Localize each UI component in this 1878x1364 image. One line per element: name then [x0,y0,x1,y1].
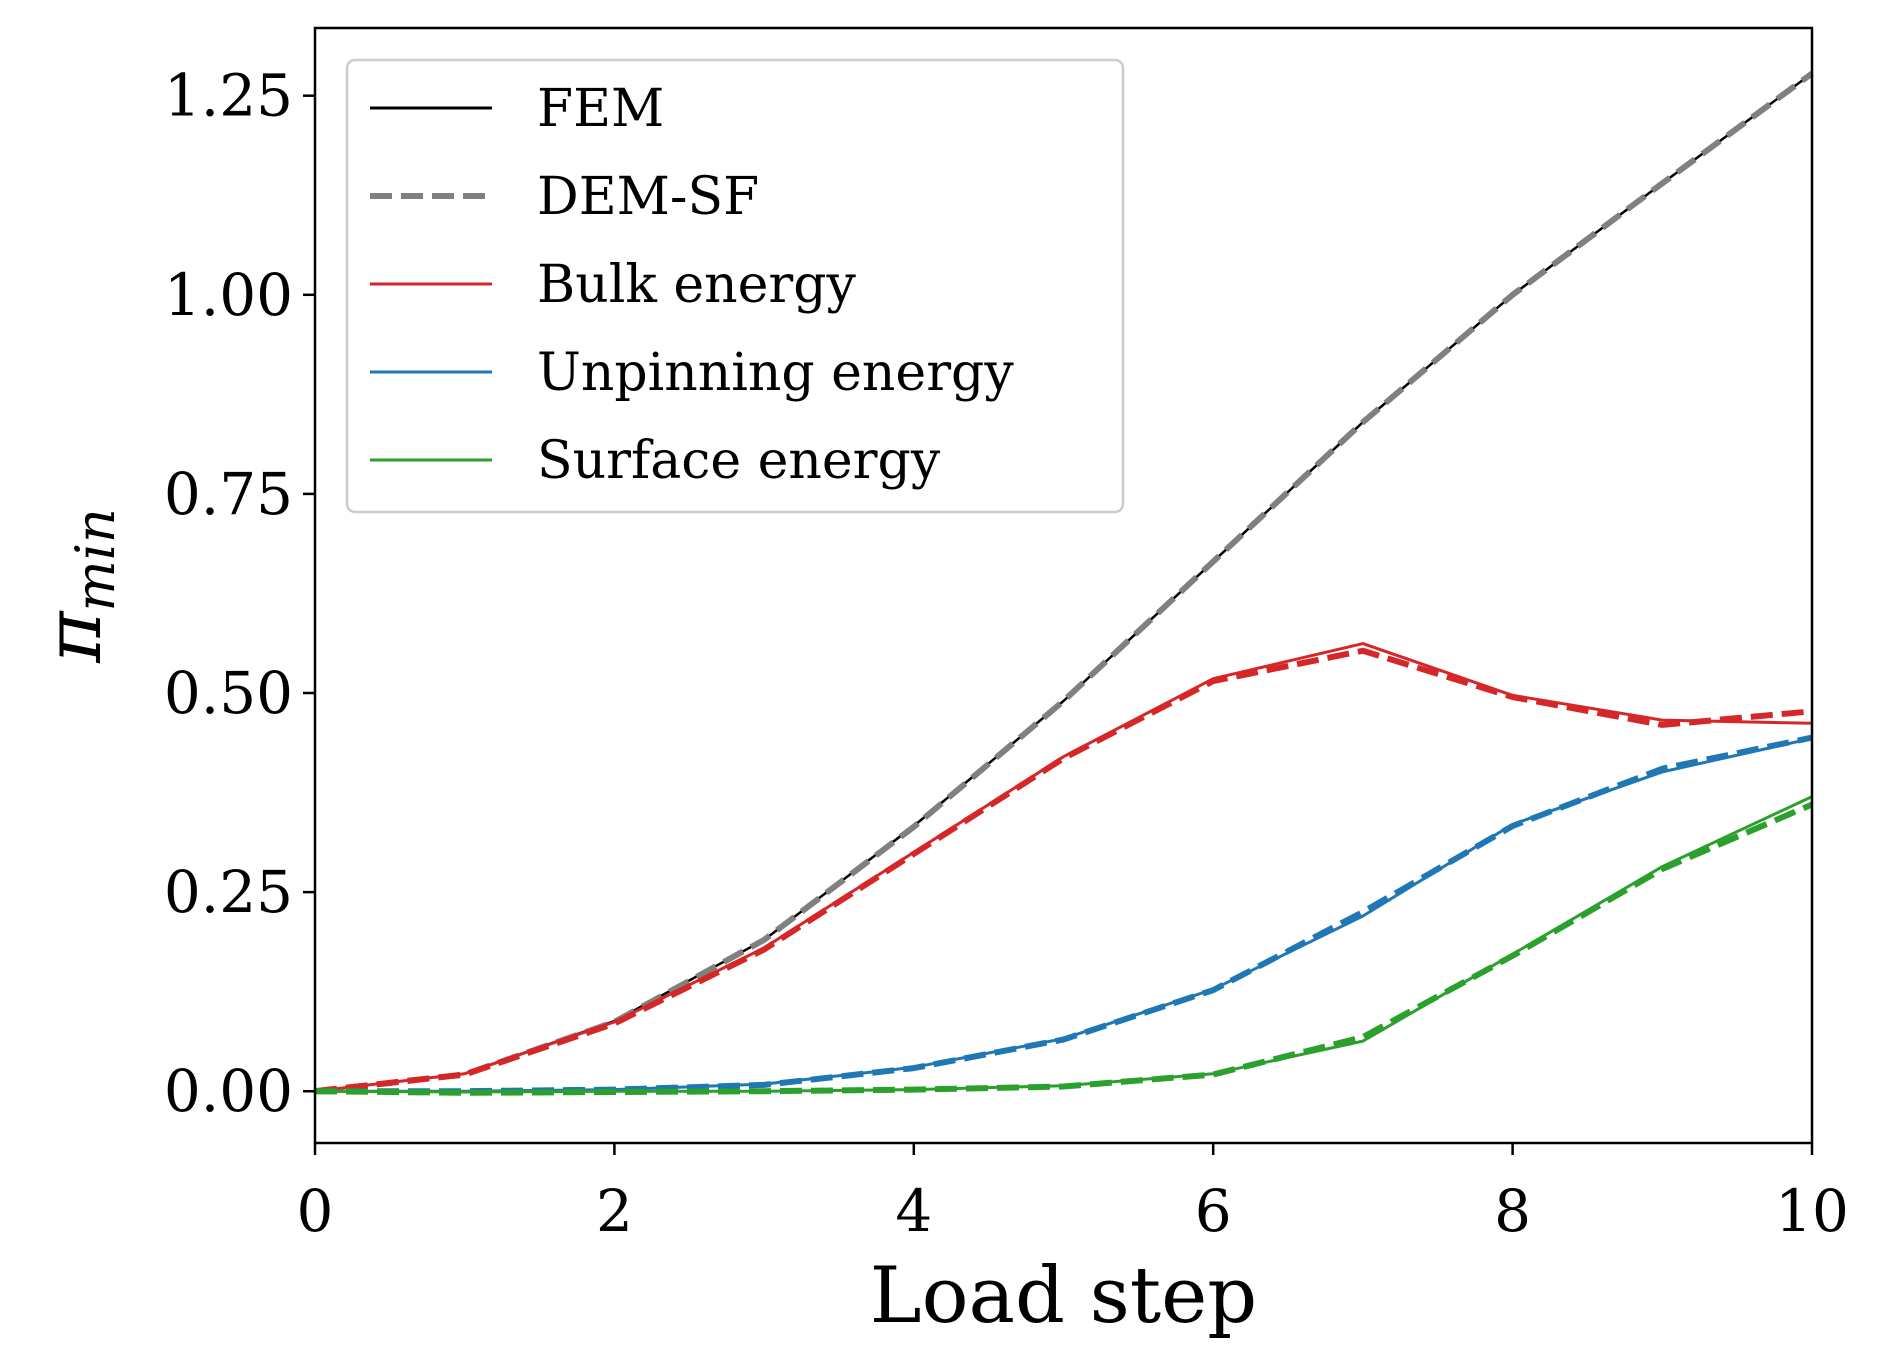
legend-box [345,58,1125,514]
y-tick-label: 1.00 [164,261,293,329]
x-tick-label: 0 [297,1177,334,1245]
x-tick-label: 6 [1195,1177,1232,1245]
legend: FEM DEM-SF Bulk energy Unpinning energy Surf… [345,58,1125,514]
surface-dem-sf-line [314,801,1814,1096]
y-tick-label: 1.25 [164,62,293,130]
y-axis-label: πmin [29,508,127,664]
y-tick-label: 0.25 [164,858,293,926]
legend-label-dem-sf: DEM-SF [537,167,759,227]
legend-label-bulk-energy: Bulk energy [537,255,857,315]
x-tick-label: 2 [596,1177,633,1245]
y-axis-label-main: π [29,610,119,664]
y-axis-label-subscript: min [64,508,127,611]
legend-label-fem: FEM [537,79,664,139]
x-tick-label: 4 [895,1177,932,1245]
y-tick-label: 0.50 [164,659,293,727]
x-tick-label: 8 [1494,1177,1531,1245]
x-axis-label: Load step [870,1251,1257,1341]
x-axis: 0 2 4 6 8 10 [297,1143,1849,1245]
x-tick-label: 10 [1775,1177,1849,1245]
bulk-dem-sf-line [314,647,1813,1095]
y-axis: 0.00 0.25 0.50 0.75 1.00 1.25 [164,62,315,1125]
plot-frame [313,26,1814,1145]
legend-label-surface-energy: Surface energy [537,431,941,491]
y-tick-label: 0.75 [164,460,293,528]
y-tick-label: 0.00 [164,1057,293,1125]
legend-label-unpinning-energy: Unpinning energy [537,343,1014,403]
series-layer [314,70,1814,1096]
